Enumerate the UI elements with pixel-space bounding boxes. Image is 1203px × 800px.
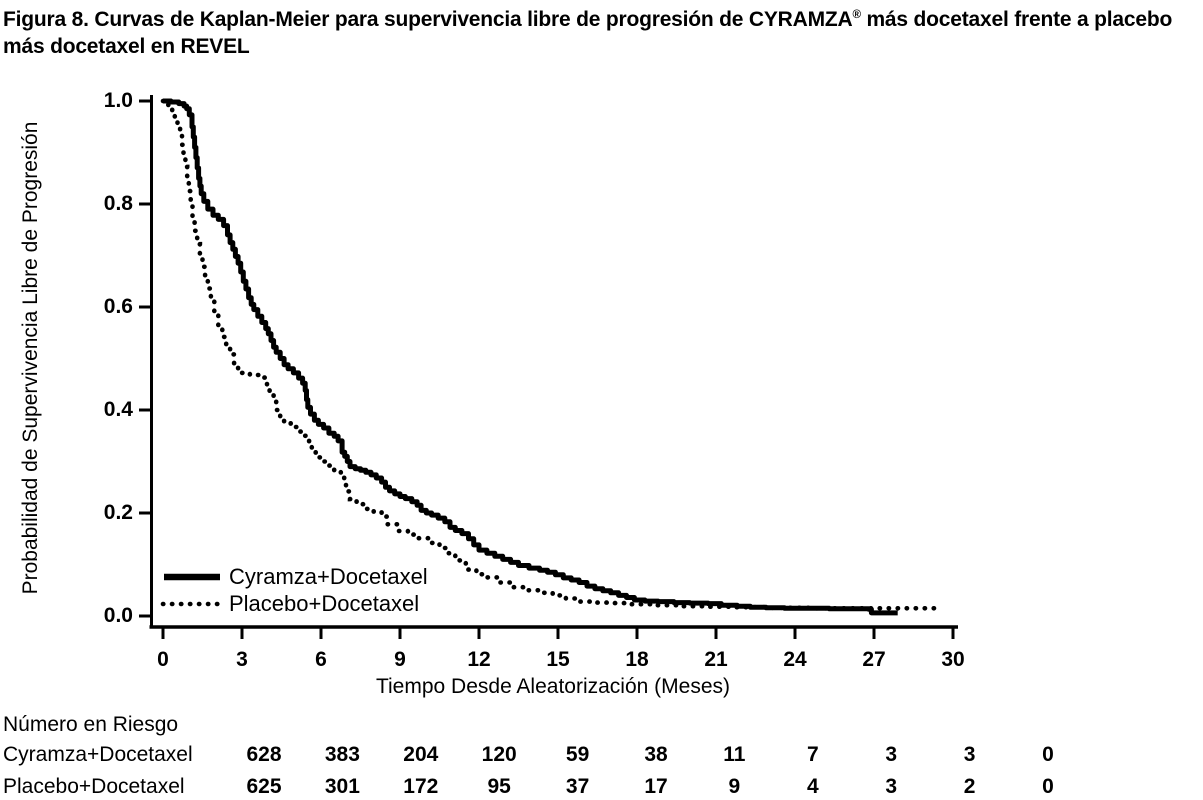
- risk-value: 95: [487, 775, 511, 798]
- figure-title-line1: Figura 8. Curvas de Kaplan-Meier para su…: [3, 8, 1173, 31]
- y-tick-label: 0.8: [103, 192, 133, 215]
- risk-value: 59: [565, 743, 590, 766]
- x-tick-label: 3: [236, 648, 248, 671]
- risk-value: 11: [723, 743, 746, 766]
- risk-row-label: Cyramza+Docetaxel: [3, 743, 193, 766]
- x-tick-label: 21: [704, 648, 728, 671]
- risk-value: 172: [403, 775, 439, 798]
- y-tick-label: 0.4: [103, 398, 133, 421]
- y-tick-label: 0.2: [103, 501, 133, 524]
- curve-placebo-docetaxel: [160, 98, 940, 611]
- risk-value: 4: [806, 775, 819, 798]
- x-tick-label: 9: [394, 648, 406, 671]
- x-tick-label: 30: [941, 648, 965, 671]
- risk-value: 628: [246, 743, 282, 766]
- risk-value: 37: [565, 775, 590, 798]
- registered-trademark-symbol: ®: [852, 9, 862, 21]
- y-axis-label: Probabilidad de Supervivencia Libre de P…: [19, 121, 42, 595]
- risk-value: 204: [403, 743, 439, 766]
- risk-value: 3: [885, 775, 898, 798]
- risk-value: 3: [885, 743, 898, 766]
- y-tick-label: 1.0: [103, 89, 133, 112]
- x-tick-label: 27: [862, 648, 886, 671]
- risk-value: 625: [246, 775, 282, 798]
- curve-cyramza-docetaxel: [163, 98, 898, 616]
- legend-label-cyramza: Cyramza+Docetaxel: [229, 564, 428, 589]
- y-tick-label: 0.0: [103, 604, 133, 627]
- risk-value: 0: [1042, 775, 1054, 798]
- risk-value: 3: [963, 743, 976, 766]
- risk-value: 2: [963, 775, 976, 798]
- x-tick-label: 6: [315, 648, 327, 671]
- risk-row-label: Placebo+Docetaxel: [3, 775, 185, 798]
- risk-value: 301: [324, 775, 360, 798]
- y-tick-label: 0.6: [103, 295, 133, 318]
- x-axis-label: Tiempo Desde Aleatorización (Meses): [375, 675, 731, 698]
- x-tick-label: 24: [783, 648, 807, 671]
- x-tick-label: 18: [625, 648, 649, 671]
- x-tick-label: 0: [157, 648, 169, 671]
- risk-value: 383: [324, 743, 360, 766]
- risk-value: 38: [644, 743, 668, 766]
- x-tick-label: 12: [467, 648, 491, 671]
- legend-label-placebo: Placebo+Docetaxel: [229, 591, 420, 616]
- risk-table-title: Número en Riesgo: [3, 713, 179, 736]
- risk-value: 9: [728, 775, 741, 798]
- risk-value: 120: [481, 743, 517, 766]
- figure-title: Figura 8. Curvas de Kaplan-Meier para su…: [3, 6, 1172, 60]
- risk-value: 17: [644, 775, 668, 798]
- figure-title-line2: más docetaxel en REVEL: [3, 35, 250, 58]
- x-tick-label: 15: [546, 648, 570, 671]
- risk-value: 0: [1042, 743, 1054, 766]
- risk-value: 7: [806, 743, 819, 766]
